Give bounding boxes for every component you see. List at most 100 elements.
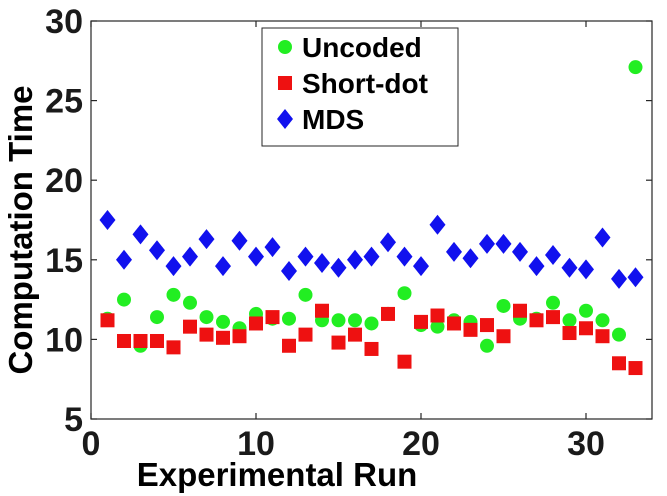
diamond-point	[512, 241, 528, 262]
square-point	[199, 327, 214, 342]
legend-label: MDS	[302, 104, 364, 135]
square-point	[562, 326, 577, 341]
diamond-point	[330, 257, 347, 278]
square-point	[183, 319, 197, 334]
square-point	[463, 322, 478, 337]
square-point	[381, 306, 395, 321]
square-point	[595, 329, 610, 344]
y-tick-label: 10	[45, 321, 83, 359]
circle-point	[216, 314, 230, 329]
circle-point	[628, 60, 643, 75]
square-point	[628, 361, 643, 376]
square-point	[513, 303, 527, 318]
square-point	[298, 327, 313, 342]
series-mds	[99, 210, 644, 289]
square-point	[397, 354, 412, 369]
circle-point	[331, 313, 346, 328]
diamond-point	[561, 257, 578, 278]
y-tick-label: 25	[45, 83, 83, 121]
diamond-point	[495, 233, 512, 254]
square-point	[447, 316, 461, 331]
circle-point	[612, 327, 626, 342]
square-point	[480, 318, 494, 333]
tick-marks	[90, 20, 652, 420]
diamond-point	[347, 249, 363, 270]
circle-point	[117, 292, 131, 307]
square-point	[100, 313, 115, 328]
diamond-point	[363, 246, 380, 267]
circle-point	[595, 313, 610, 328]
square-point	[348, 327, 362, 342]
diamond-point	[132, 224, 149, 245]
legend-label: Short-dot	[302, 68, 428, 99]
square-point	[232, 329, 247, 344]
diamond-point	[165, 256, 182, 277]
legend-entries: Uncoded Short-dot MDS	[277, 32, 428, 135]
legend-marker-diamond	[277, 109, 293, 129]
circle-point	[282, 311, 296, 326]
x-tick-label: 10	[237, 425, 275, 463]
square-point	[265, 310, 280, 325]
circle-point	[546, 295, 560, 310]
diamond-point	[297, 246, 314, 267]
circle-point	[348, 313, 362, 328]
circle-point	[397, 286, 412, 301]
circle-point	[480, 338, 494, 353]
diamond-point	[264, 237, 281, 258]
diamond-point	[231, 230, 248, 251]
square-point	[249, 316, 263, 331]
square-point	[364, 341, 379, 356]
circle-point	[562, 313, 577, 328]
series-short-dot	[100, 303, 643, 376]
diamond-point	[380, 232, 396, 253]
circle-point	[430, 319, 445, 334]
square-point	[529, 313, 544, 328]
diamond-point	[611, 268, 627, 289]
square-point	[282, 338, 296, 353]
y-tick-label: 30	[45, 3, 83, 41]
diamond-point	[528, 256, 545, 277]
square-point	[331, 335, 346, 350]
square-point	[430, 308, 445, 323]
diamond-point	[198, 229, 215, 250]
square-point	[117, 333, 131, 348]
tick-labels: 0 10 20 30 5 10 15 20 25 30	[45, 3, 605, 463]
square-point	[414, 314, 428, 329]
diamond-point	[149, 240, 165, 261]
square-point	[166, 340, 181, 355]
circle-point	[183, 295, 197, 310]
circle-point	[579, 303, 593, 318]
diamond-point	[215, 256, 231, 277]
diamond-point	[314, 252, 330, 273]
circle-point	[496, 298, 511, 313]
diamond-point	[479, 233, 495, 254]
circle-point	[199, 310, 214, 325]
diamond-point	[627, 267, 644, 288]
diamond-point	[116, 249, 132, 270]
legend-box	[261, 27, 459, 147]
square-point	[315, 303, 329, 318]
y-axis-title: Computation Time	[2, 85, 39, 374]
legend-marker-circle	[278, 40, 292, 54]
diamond-point	[413, 256, 429, 277]
square-point	[216, 330, 230, 345]
data-points	[99, 60, 644, 376]
square-point	[579, 321, 593, 336]
diamond-point	[578, 259, 594, 280]
circle-point	[150, 310, 164, 325]
x-axis-title: Experimental Run	[137, 456, 418, 493]
diamond-point	[182, 246, 198, 267]
diamond-point	[99, 210, 116, 230]
legend-label: Uncoded	[302, 32, 422, 63]
y-tick-label: 5	[64, 401, 83, 439]
diamond-point	[446, 241, 462, 262]
y-tick-label: 20	[45, 162, 83, 200]
x-tick-label: 0	[82, 425, 101, 463]
square-point	[496, 329, 511, 344]
diamond-point	[594, 227, 611, 248]
diamond-point	[248, 246, 264, 267]
circle-point	[364, 316, 379, 331]
square-point	[150, 333, 164, 348]
legend-marker-square	[278, 76, 292, 90]
